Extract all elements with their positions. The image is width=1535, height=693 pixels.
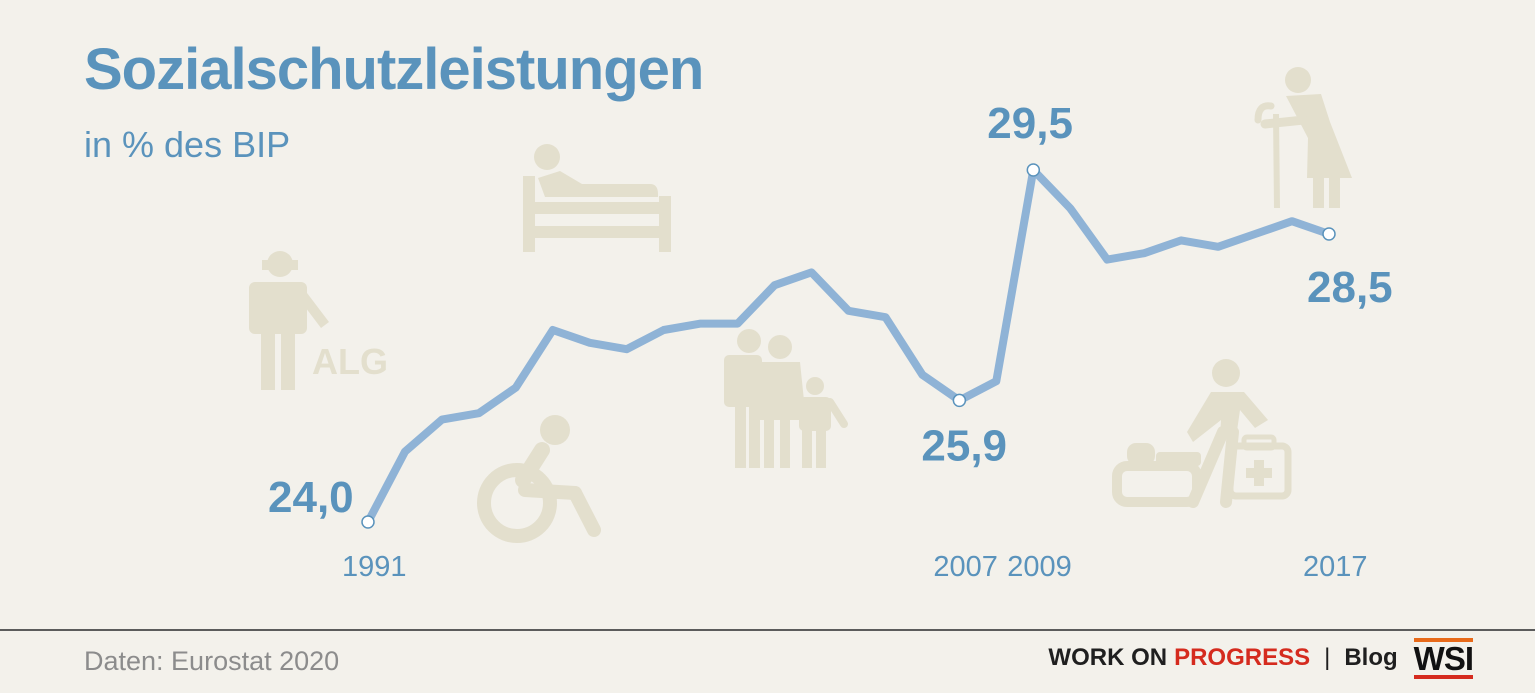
value-label: 24,0 bbox=[268, 473, 354, 522]
x-tick-label: 2007 bbox=[933, 551, 998, 583]
hospital-bed-icon bbox=[523, 144, 671, 252]
brand-work: WORK ON bbox=[1048, 644, 1168, 671]
x-tick-label: 2017 bbox=[1303, 551, 1368, 583]
chart-subtitle: in % des BIP bbox=[84, 124, 291, 165]
alg-label: ALG bbox=[312, 341, 388, 382]
x-tick-label: 2009 bbox=[1007, 551, 1072, 583]
brand-separator: | bbox=[1324, 644, 1331, 671]
caregiver-icon bbox=[1112, 359, 1292, 508]
data-point-marker bbox=[1322, 227, 1336, 241]
data-point-marker bbox=[1026, 163, 1041, 177]
family-icon bbox=[724, 329, 848, 468]
brand-blog-link[interactable]: Blog bbox=[1344, 644, 1398, 671]
value-label: 25,9 bbox=[921, 421, 1007, 470]
brand-block: WORK ON PROGRESS | Blog WSI bbox=[1048, 636, 1474, 680]
data-point-marker bbox=[361, 515, 375, 529]
worker-icon: ALG bbox=[249, 251, 388, 390]
elderly-woman-icon bbox=[1254, 67, 1352, 209]
value-label: 29,5 bbox=[987, 99, 1073, 148]
series-line bbox=[364, 166, 1333, 526]
data-point-marker bbox=[952, 393, 967, 408]
chart-title: Sozialschutzleistungen bbox=[84, 37, 704, 102]
x-tick-label: 1991 bbox=[342, 551, 407, 583]
footer-divider bbox=[0, 629, 1535, 631]
data-source: Daten: Eurostat 2020 bbox=[84, 646, 340, 676]
chart-canvas: ALG bbox=[249, 67, 1393, 583]
wsi-logo: WSI bbox=[1413, 637, 1474, 679]
wheelchair-icon bbox=[477, 415, 601, 543]
value-label: 28,5 bbox=[1307, 263, 1393, 312]
brand-progress: PROGRESS bbox=[1174, 644, 1311, 671]
wsi-logo-text: WSI bbox=[1413, 639, 1474, 679]
